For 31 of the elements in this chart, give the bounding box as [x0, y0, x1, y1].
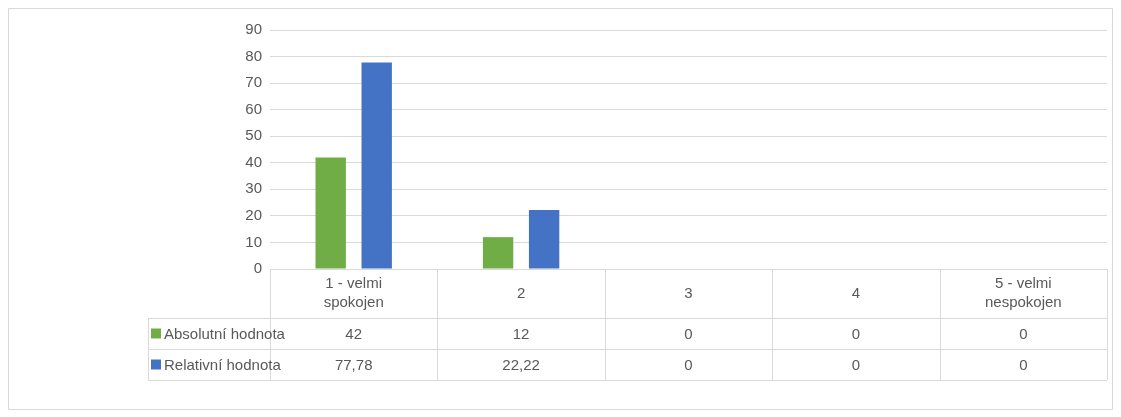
data-label: 0	[851, 324, 861, 342]
y-tick-label: 80	[245, 46, 262, 64]
data-label: 0	[684, 324, 693, 342]
data-label: 0	[1019, 324, 1028, 342]
data-label: 0	[1019, 355, 1028, 373]
y-tick-label: 30	[245, 179, 262, 197]
bar	[315, 157, 346, 269]
data-label: 0	[851, 355, 861, 373]
y-tick-label: 0	[253, 259, 262, 277]
bar	[361, 62, 392, 269]
x-tick-label: 5 - velmi nespokojen	[984, 274, 1062, 311]
y-tick-label: 70	[245, 73, 262, 91]
y-tick-label: 20	[245, 206, 262, 224]
legend-label: Absolutní hodnota	[164, 324, 286, 342]
data-label: 77,78	[334, 355, 373, 373]
x-tick-label: 1 - velmi spokojen	[323, 274, 384, 311]
y-tick-label: 50	[245, 126, 262, 144]
data-label: 42	[345, 324, 363, 342]
data-label: 0	[684, 355, 693, 373]
x-tick-label: 4	[851, 283, 861, 301]
y-tick-label: 90	[245, 20, 262, 38]
y-tick-label: 40	[245, 152, 262, 170]
x-tick-label: 3	[684, 283, 693, 301]
y-tick-label: 10	[245, 232, 262, 250]
x-tick-label: 2	[516, 283, 526, 301]
data-label: 22,22	[502, 355, 540, 373]
y-tick-label: 60	[245, 99, 262, 117]
bar	[482, 237, 514, 269]
data-label: 12	[512, 324, 530, 342]
legend-label: Relativní hodnota	[164, 355, 282, 373]
bar	[528, 209, 560, 269]
